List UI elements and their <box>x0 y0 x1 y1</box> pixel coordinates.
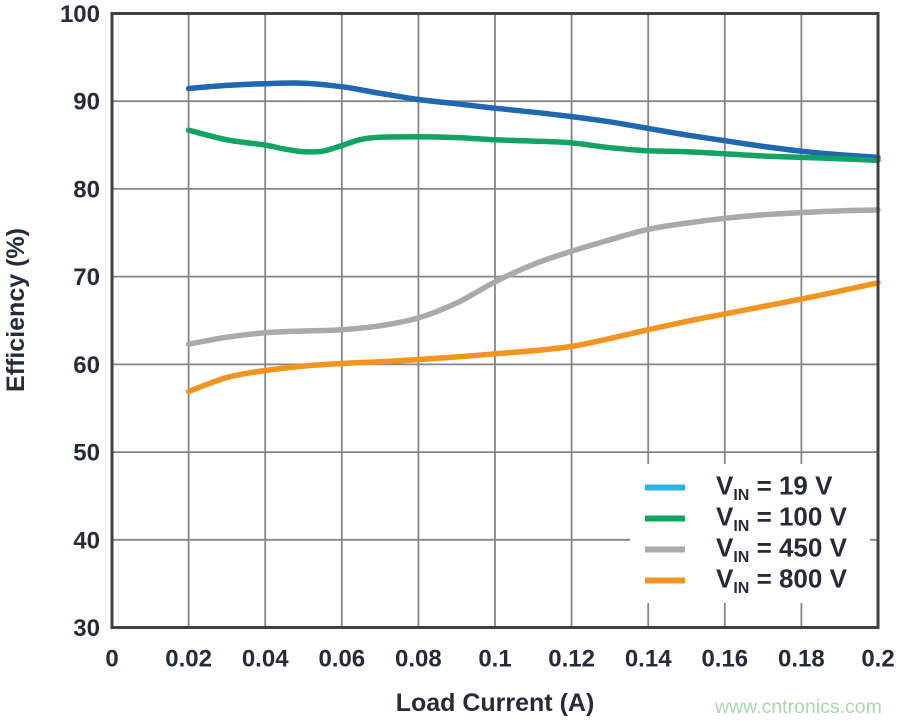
svg-text:0.14: 0.14 <box>625 646 672 673</box>
svg-text:Efficiency (%): Efficiency (%) <box>2 228 30 392</box>
svg-text:Load Current (A): Load Current (A) <box>396 689 595 717</box>
svg-text:40: 40 <box>73 527 100 554</box>
svg-text:0.08: 0.08 <box>395 646 442 673</box>
svg-text:90: 90 <box>73 89 100 116</box>
svg-text:0.16: 0.16 <box>701 646 748 673</box>
svg-text:0.12: 0.12 <box>548 646 595 673</box>
svg-text:0.2: 0.2 <box>861 646 894 673</box>
svg-text:0.04: 0.04 <box>242 646 289 673</box>
svg-text:VIN = 100 V: VIN = 100 V <box>716 502 848 536</box>
svg-text:70: 70 <box>73 264 100 291</box>
svg-text:0.02: 0.02 <box>165 646 212 673</box>
svg-text:80: 80 <box>73 176 100 203</box>
svg-text:60: 60 <box>73 352 100 379</box>
svg-text:www.cntronics.com: www.cntronics.com <box>714 696 882 718</box>
svg-text:50: 50 <box>73 440 100 467</box>
svg-text:0: 0 <box>105 646 118 673</box>
svg-text:0.06: 0.06 <box>318 646 365 673</box>
svg-text:VIN = 19 V: VIN = 19 V <box>716 471 833 505</box>
svg-text:100: 100 <box>60 1 100 28</box>
svg-text:0.18: 0.18 <box>778 646 825 673</box>
svg-text:0.1: 0.1 <box>478 646 511 673</box>
svg-text:30: 30 <box>73 615 100 642</box>
